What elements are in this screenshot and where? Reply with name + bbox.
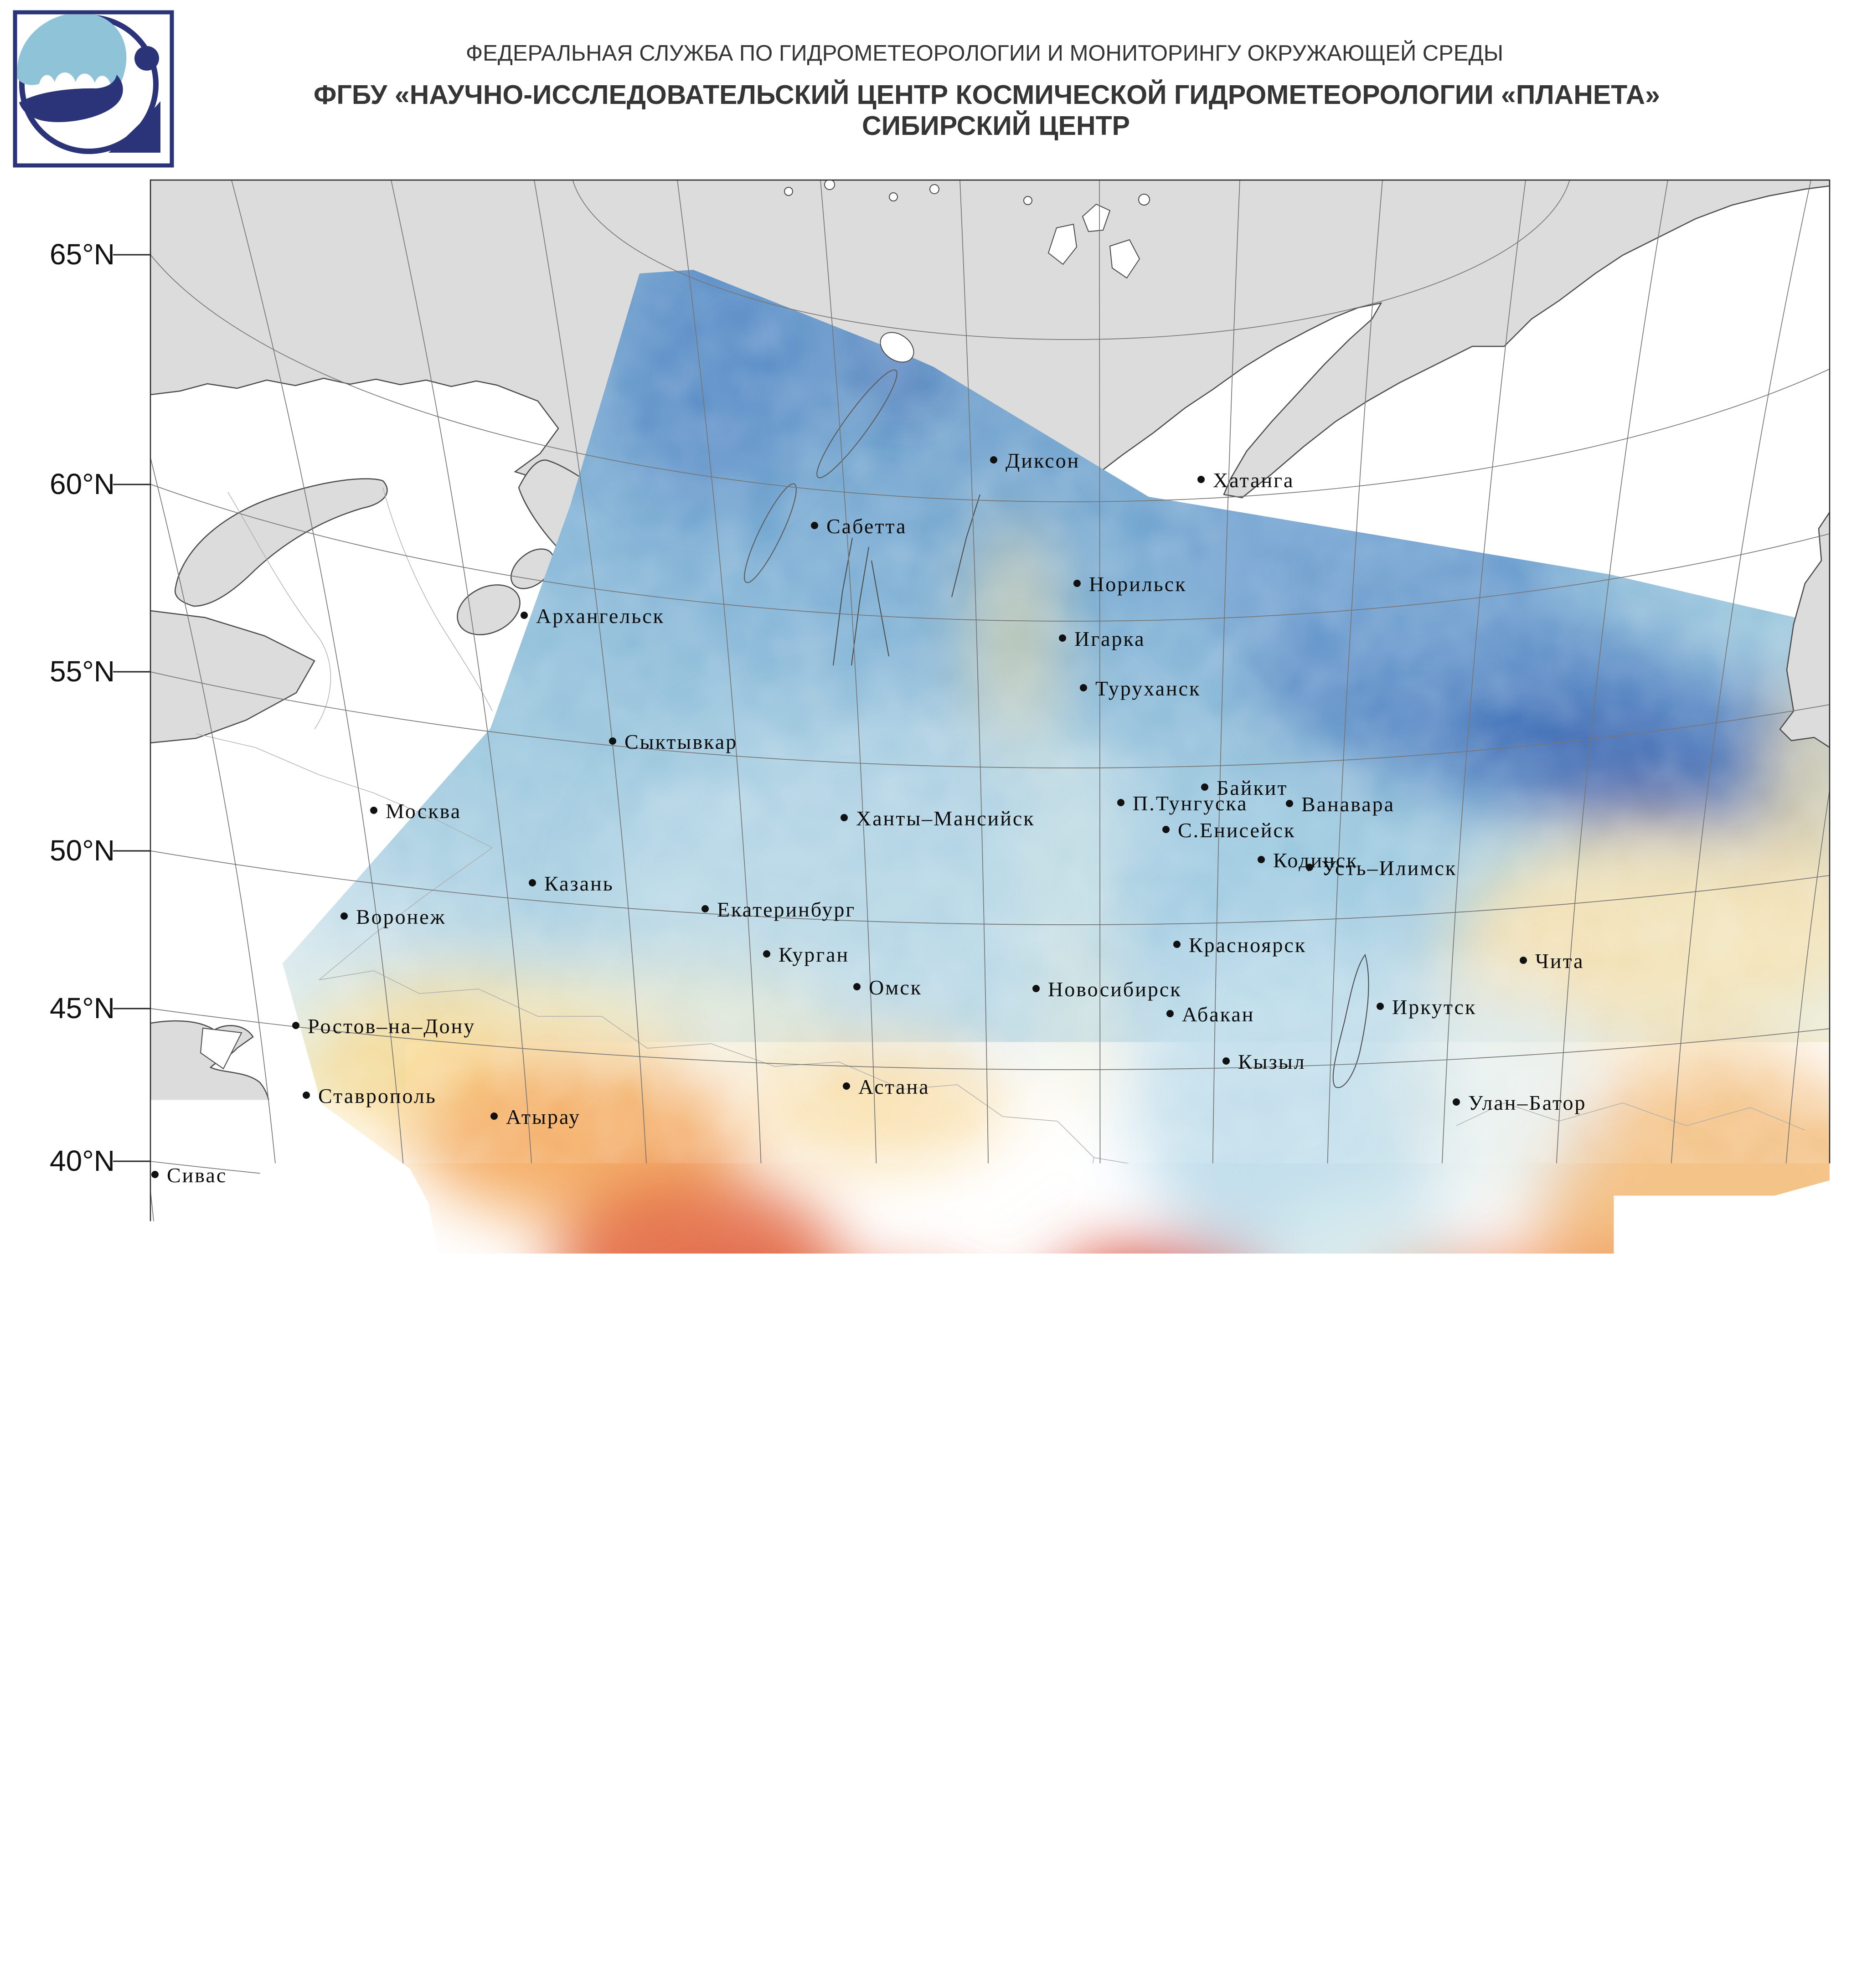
svg-text:90°E: 90°E: [1178, 1572, 1241, 1605]
svg-text:Чимбай: Чимбай: [615, 1253, 693, 1276]
svg-text:Сыктывкар: Сыктывкар: [624, 730, 738, 753]
svg-text:Душанбе: Душанбе: [769, 1401, 860, 1424]
svg-text:Поле температуры на уровне 100: Поле температуры на уровне 1000 гПа, °С: [482, 1671, 1541, 1715]
svg-text:35°N: 35°N: [50, 1298, 115, 1330]
svg-text:Сабетта: Сабетта: [826, 515, 907, 538]
svg-text:0: 0: [173, 1774, 186, 1802]
svg-text:Екатеринбург: Екатеринбург: [717, 898, 856, 921]
svg-text:Сибирский центр ФГБУ «НИЦ «Пла: Сибирский центр ФГБУ «НИЦ «Планета»: [28, 1881, 334, 1899]
svg-text:Бишкек: Бишкек: [896, 1299, 972, 1323]
svg-text:Ставрополь: Ставрополь: [318, 1084, 437, 1107]
svg-text:NOAA21 / ATMS: NOAA21 / ATMS: [1514, 1890, 1673, 1914]
svg-text:Спектральный диапазон: 23.8 -: Спектральный диапазон: 23.8 - 183.3 ГГц: [767, 1895, 1205, 1921]
svg-text:Россия, 630099, г. Новосибирск: Россия, 630099, г. Новосибирск, ул. Сове…: [28, 1900, 399, 1918]
svg-text:31: 31: [1634, 1774, 1661, 1802]
svg-text:75°E: 75°E: [851, 1572, 914, 1605]
svg-text:Улан–Батор: Улан–Батор: [1468, 1091, 1587, 1114]
svg-text:ФЕДЕРАЛЬНАЯ СЛУЖБА ПО ГИДРОМЕТ: ФЕДЕРАЛЬНАЯ СЛУЖБА ПО ГИДРОМЕТЕОРОЛОГИИ …: [466, 41, 1503, 66]
svg-text:Тел.: (383) 363-46-05, Факс: (: Тел.: (383) 363-46-05, Факс: (383) 363-4…: [28, 1919, 351, 1937]
svg-text:29.08.2025 00:00 GMT: 29.08.2025 00:00 GMT: [847, 1926, 1081, 1952]
svg-text:С.Енисейск: С.Енисейск: [1178, 819, 1295, 842]
svg-text:45°N: 45°N: [50, 992, 115, 1025]
svg-text:Чита: Чита: [1535, 949, 1584, 973]
svg-text:Диксон: Диксон: [1006, 449, 1080, 472]
svg-text:ФГБУ «НАУЧНО-ИССЛЕДОВАТЕЛЬСКИЙ: ФГБУ «НАУЧНО-ИССЛЕДОВАТЕЛЬСКИЙ ЦЕНТР КОС…: [314, 79, 1660, 110]
svg-text:Воронеж: Воронеж: [356, 905, 446, 928]
svg-text:9001: 9001: [1781, 1931, 1809, 1945]
svg-text:Тегеран: Тегеран: [396, 1385, 475, 1408]
svg-text:18: 18: [1005, 1774, 1032, 1802]
svg-text:40°N: 40°N: [50, 1144, 115, 1177]
svg-text:П.Тунгуска: П.Тунгуска: [1133, 792, 1248, 815]
svg-text:Игарка: Игарка: [1074, 627, 1145, 650]
svg-text:Москва: Москва: [386, 799, 461, 823]
svg-text:60°N: 60°N: [50, 468, 115, 500]
svg-text:45°E: 45°E: [141, 1572, 205, 1605]
svg-text:55°N: 55°N: [50, 655, 115, 688]
svg-text:30°N: 30°N: [50, 1445, 115, 1478]
svg-text:Абакан: Абакан: [1182, 1003, 1254, 1026]
svg-text:Новосибирск: Новосибирск: [1048, 978, 1182, 1001]
svg-text:Ванавара: Ванавара: [1301, 793, 1395, 816]
svg-text:Астана: Астана: [858, 1075, 930, 1098]
svg-text:Ашхабад: Ашхабад: [555, 1373, 646, 1396]
svg-text:Казань: Казань: [544, 872, 614, 895]
svg-text:Сивас: Сивас: [167, 1164, 227, 1187]
svg-text:4: 4: [382, 1774, 396, 1802]
svg-text:60°E: 60°E: [515, 1572, 578, 1605]
svg-text:Омск: Омск: [869, 976, 922, 999]
svg-text:Иркутск: Иркутск: [1392, 995, 1476, 1019]
svg-text:Архангельск: Архангельск: [536, 604, 665, 628]
svg-text:Норильск: Норильск: [1089, 572, 1187, 596]
svg-text:E-Mail: kav@rcpod.siberia.net,: E-Mail: kav@rcpod.siberia.net, www.rcpod…: [28, 1938, 347, 1956]
svg-text:СИБИРСКИЙ ЦЕНТР: СИБИРСКИЙ ЦЕНТР: [862, 110, 1130, 141]
svg-text:50°N: 50°N: [50, 834, 115, 867]
svg-text:27: 27: [1424, 1774, 1451, 1802]
svg-text:-2015: -2015: [1779, 1945, 1810, 1958]
svg-text:Кызыл: Кызыл: [1238, 1050, 1306, 1073]
svg-text:ИСО: ИСО: [1781, 1918, 1808, 1932]
svg-text:Курган: Курган: [779, 943, 849, 966]
svg-text:Атырау: Атырау: [506, 1105, 581, 1128]
svg-text:Урумчи: Урумчи: [1146, 1269, 1223, 1293]
svg-text:Усть–Илимск: Усть–Илимск: [1321, 856, 1457, 880]
svg-text:105°E: 105°E: [1504, 1572, 1584, 1605]
svg-text:Хатанга: Хатанга: [1213, 469, 1294, 492]
svg-text:Пекин: Пекин: [1714, 1220, 1778, 1243]
svg-text:Туруханск: Туруханск: [1095, 677, 1201, 700]
svg-text:Красноярск: Красноярск: [1189, 933, 1306, 957]
svg-text:9: 9: [592, 1774, 606, 1802]
svg-text:Ростов–на–Дону: Ростов–на–Дону: [308, 1015, 475, 1038]
svg-text:13: 13: [795, 1774, 822, 1802]
svg-text:Ханты–Мансийск: Ханты–Мансийск: [856, 807, 1035, 830]
svg-text:22: 22: [1214, 1774, 1242, 1802]
svg-text:65°N: 65°N: [50, 238, 115, 271]
